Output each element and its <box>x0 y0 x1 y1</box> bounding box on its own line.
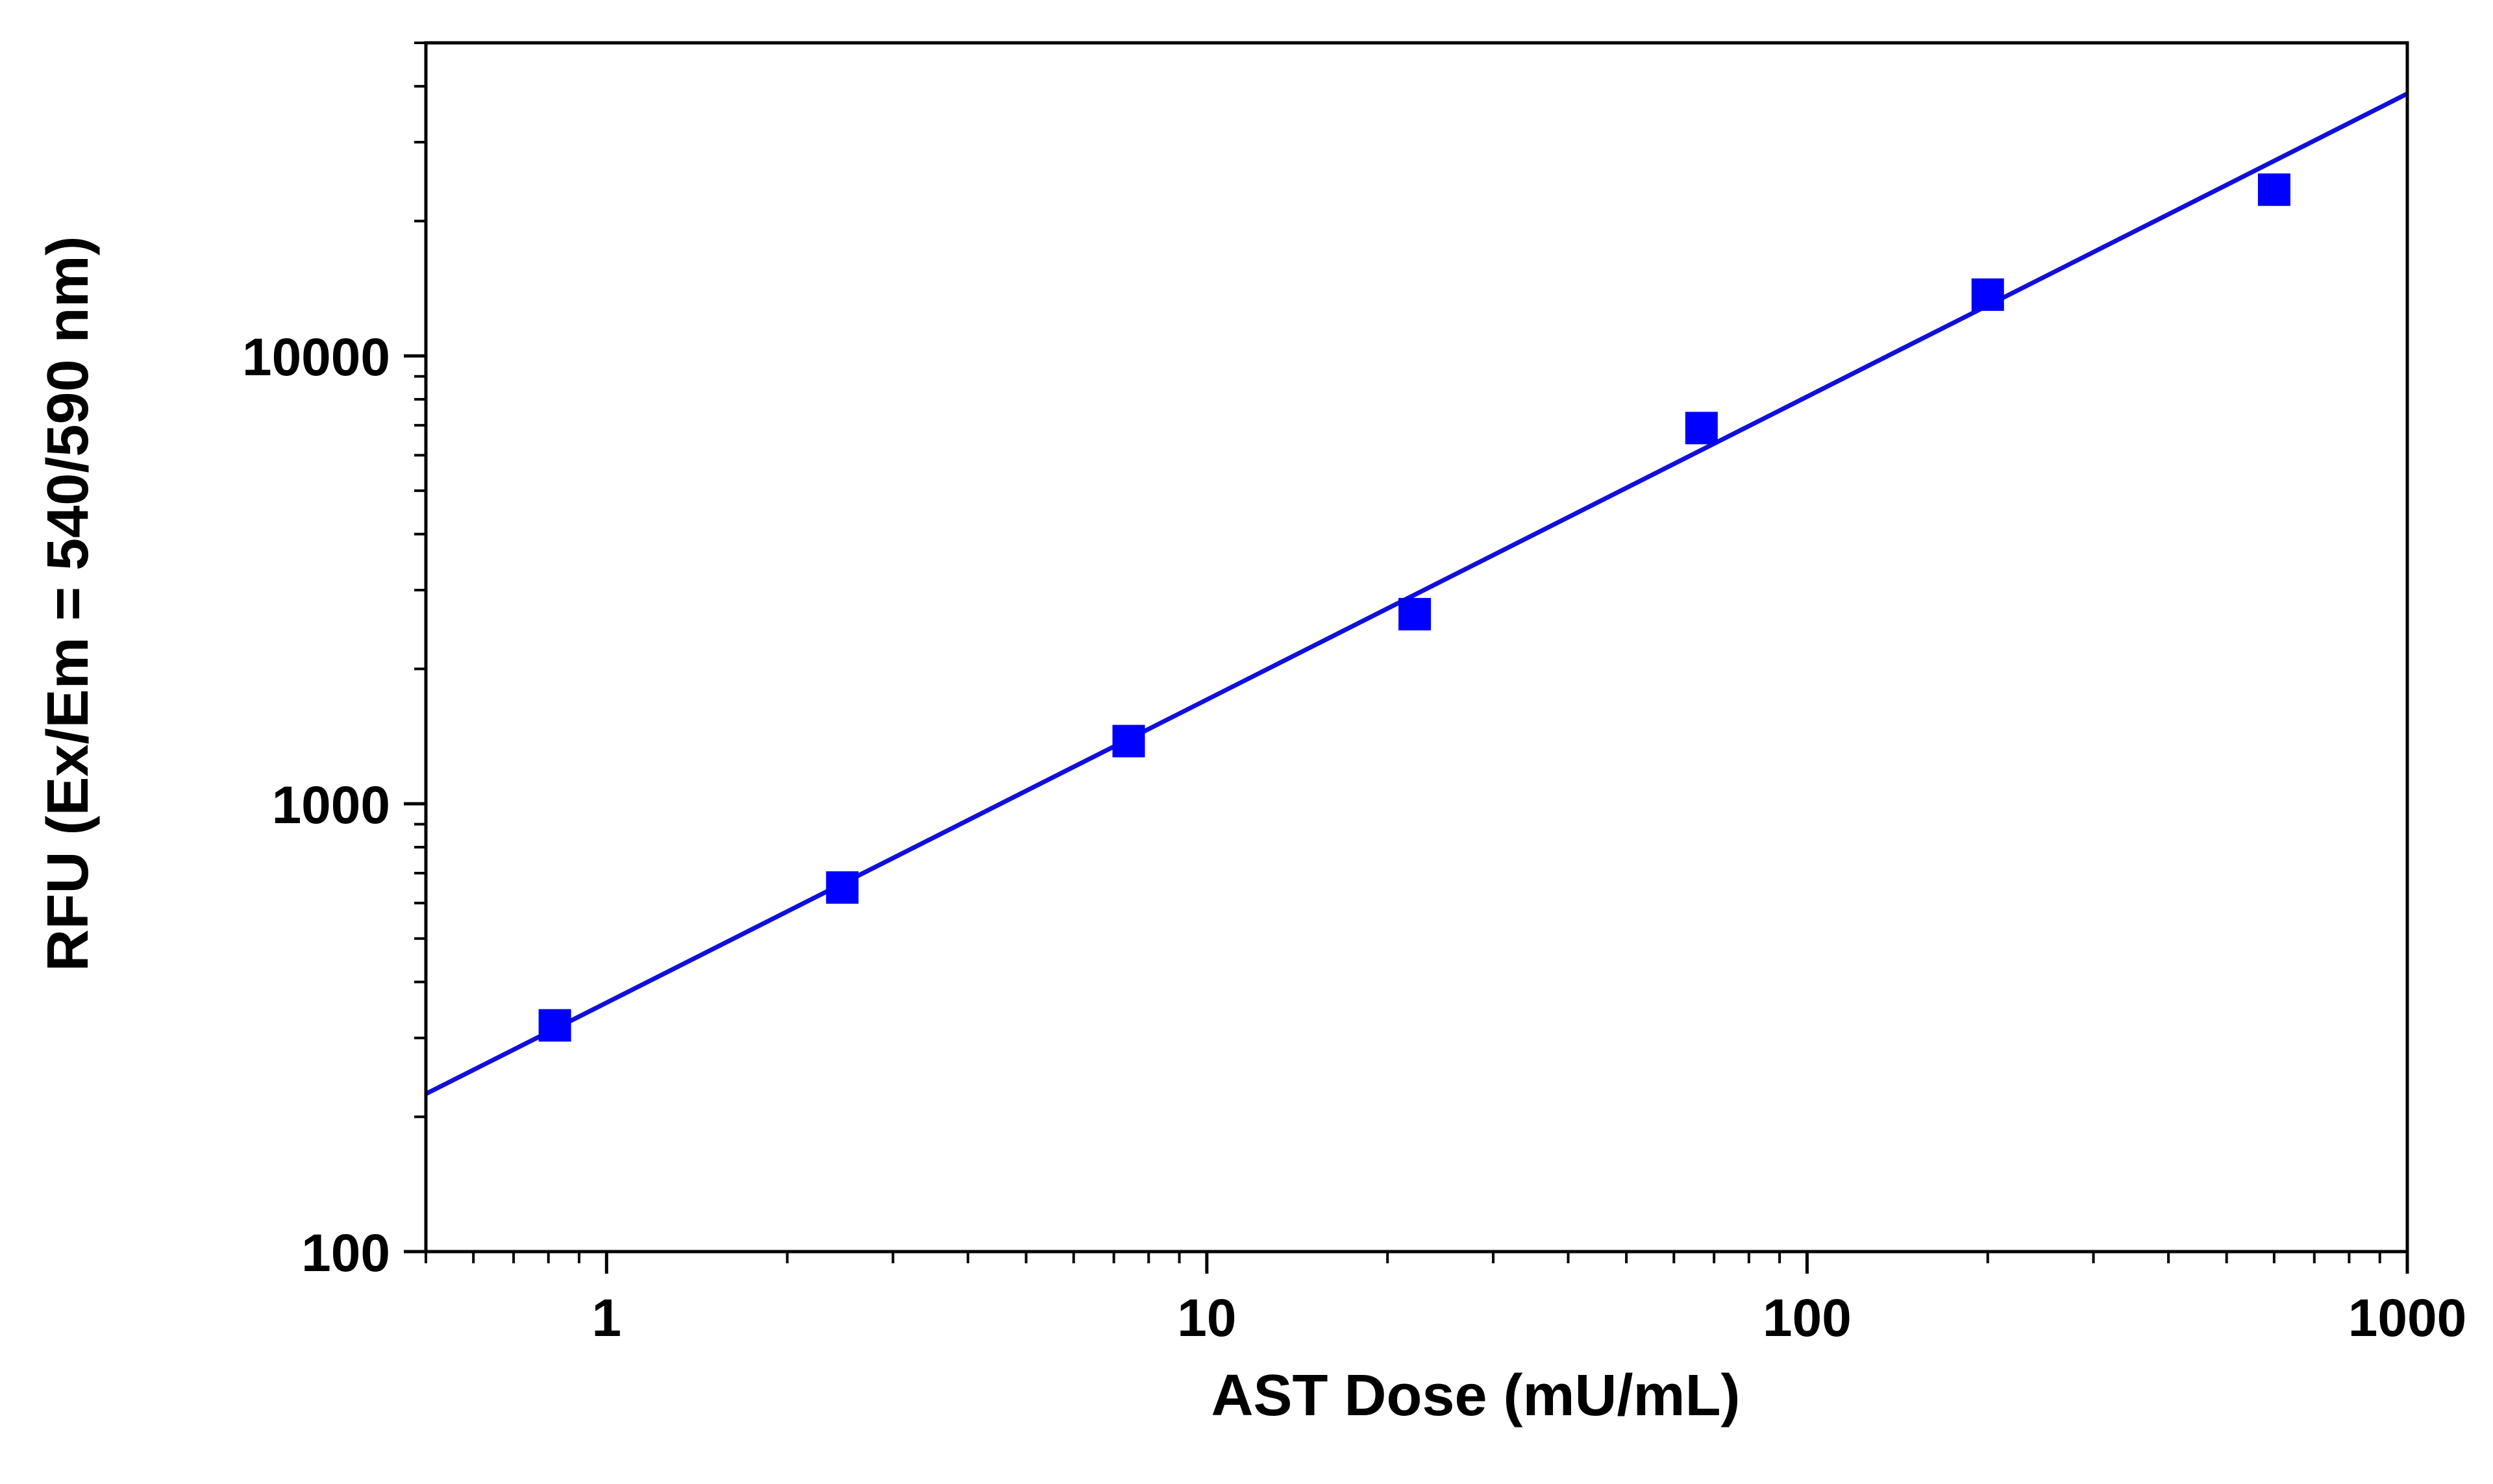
y-tick-label: 10000 <box>242 328 390 387</box>
data-point <box>1685 412 1718 445</box>
y-tick-label: 1000 <box>272 776 390 835</box>
y-minor-ticks <box>414 42 426 1119</box>
x-major-ticks <box>604 1252 2409 1274</box>
fit-line <box>425 92 2409 1096</box>
y-axis-title: RFU (Ex/Em = 540/590 nm) <box>36 236 101 972</box>
x-tick-labels: 1 10 100 1000 <box>592 1289 2467 1348</box>
x-axis-title: AST Dose (mU/mL) <box>1211 1363 1740 1428</box>
fit-layer <box>425 92 2409 1096</box>
x-tick-label: 10 <box>1177 1289 1236 1348</box>
data-point <box>1971 278 2004 311</box>
data-point <box>826 871 859 904</box>
data-point <box>538 1009 571 1042</box>
plot-frame <box>424 41 2409 1254</box>
x-minor-ticks <box>425 1252 2381 1263</box>
data-point <box>2257 173 2290 206</box>
y-major-ticks <box>404 354 426 1254</box>
data-points <box>538 173 2290 1042</box>
y-tick-labels: 100 1000 10000 <box>242 328 390 1283</box>
x-tick-label: 1 <box>592 1289 622 1348</box>
data-point <box>1112 724 1145 758</box>
data-point <box>1398 598 1432 631</box>
x-tick-label: 1000 <box>2348 1289 2466 1348</box>
x-tick-label: 100 <box>1763 1289 1852 1348</box>
y-tick-label: 100 <box>301 1224 390 1283</box>
